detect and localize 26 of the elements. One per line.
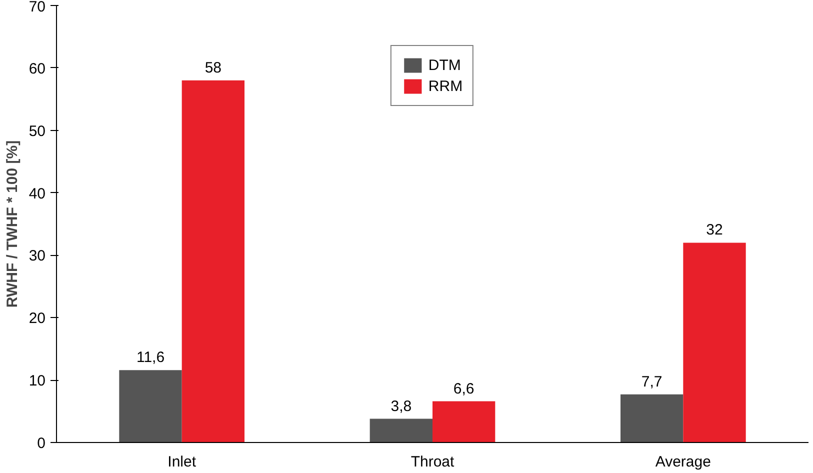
data-label: 32 [706, 222, 723, 239]
bar [620, 394, 684, 442]
y-tick-label: 50 [28, 122, 46, 140]
bar [182, 80, 244, 442]
y-tick-label: 30 [28, 248, 46, 265]
y-tick-label: 60 [28, 60, 46, 78]
x-tick-label: Throat [410, 454, 456, 470]
data-label: 58 [204, 59, 222, 76]
y-axis-title: RWHF / TWHF * 100 [%] [4, 140, 21, 308]
bar [119, 370, 182, 442]
x-tick-label: Inlet [168, 454, 197, 470]
data-label: 11,6 [136, 349, 165, 366]
bar [683, 242, 746, 442]
bar [370, 418, 432, 442]
data-label: 3,8 [390, 398, 412, 415]
data-label: 7,7 [641, 373, 662, 390]
y-tick-label: 20 [28, 310, 46, 328]
x-tick-label: Average [655, 454, 711, 470]
data-label: 6,6 [453, 380, 474, 398]
y-tick-label: 10 [28, 372, 46, 390]
legend-label: RRM [428, 78, 463, 94]
y-tick-label: 70 [28, 0, 46, 16]
y-tick-label: 40 [28, 185, 46, 202]
y-tick-label: 0 [37, 435, 46, 452]
legend-label: DTM [428, 56, 461, 74]
bar [432, 401, 496, 442]
